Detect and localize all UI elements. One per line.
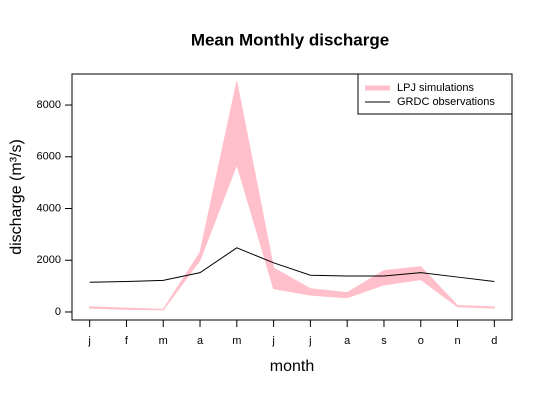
y-tick-label: 4000	[37, 202, 61, 214]
x-tick-label: f	[125, 335, 129, 347]
x-tick-label: s	[381, 335, 387, 347]
x-tick-label: j	[87, 335, 90, 347]
y-tick-label: 2000	[37, 254, 61, 266]
x-tick-label: d	[491, 335, 497, 347]
x-tick-label: a	[197, 335, 204, 347]
x-tick-label: o	[418, 335, 424, 347]
x-tick-label: a	[344, 335, 351, 347]
plot-frame	[71, 73, 513, 321]
y-axis-label: discharge (m³/s)	[8, 139, 25, 255]
chart-title: Mean Monthly discharge	[191, 30, 389, 49]
x-tick-label: j	[308, 335, 311, 347]
y-tick-label: 0	[55, 306, 61, 318]
observation-line	[89, 247, 495, 283]
legend-box	[357, 73, 513, 115]
y-tick-label: 8000	[37, 99, 61, 111]
x-tick-label: n	[454, 335, 460, 347]
x-tick-label: j	[271, 335, 274, 347]
legend-label: GRDC observations	[397, 96, 495, 108]
x-tick-label: m	[159, 335, 168, 347]
x-tick-label: m	[232, 335, 241, 347]
x-axis-label: month	[270, 358, 314, 375]
simulation-band	[89, 81, 495, 311]
legend-label: LPJ simulations	[397, 82, 475, 94]
y-tick-label: 6000	[37, 151, 61, 163]
